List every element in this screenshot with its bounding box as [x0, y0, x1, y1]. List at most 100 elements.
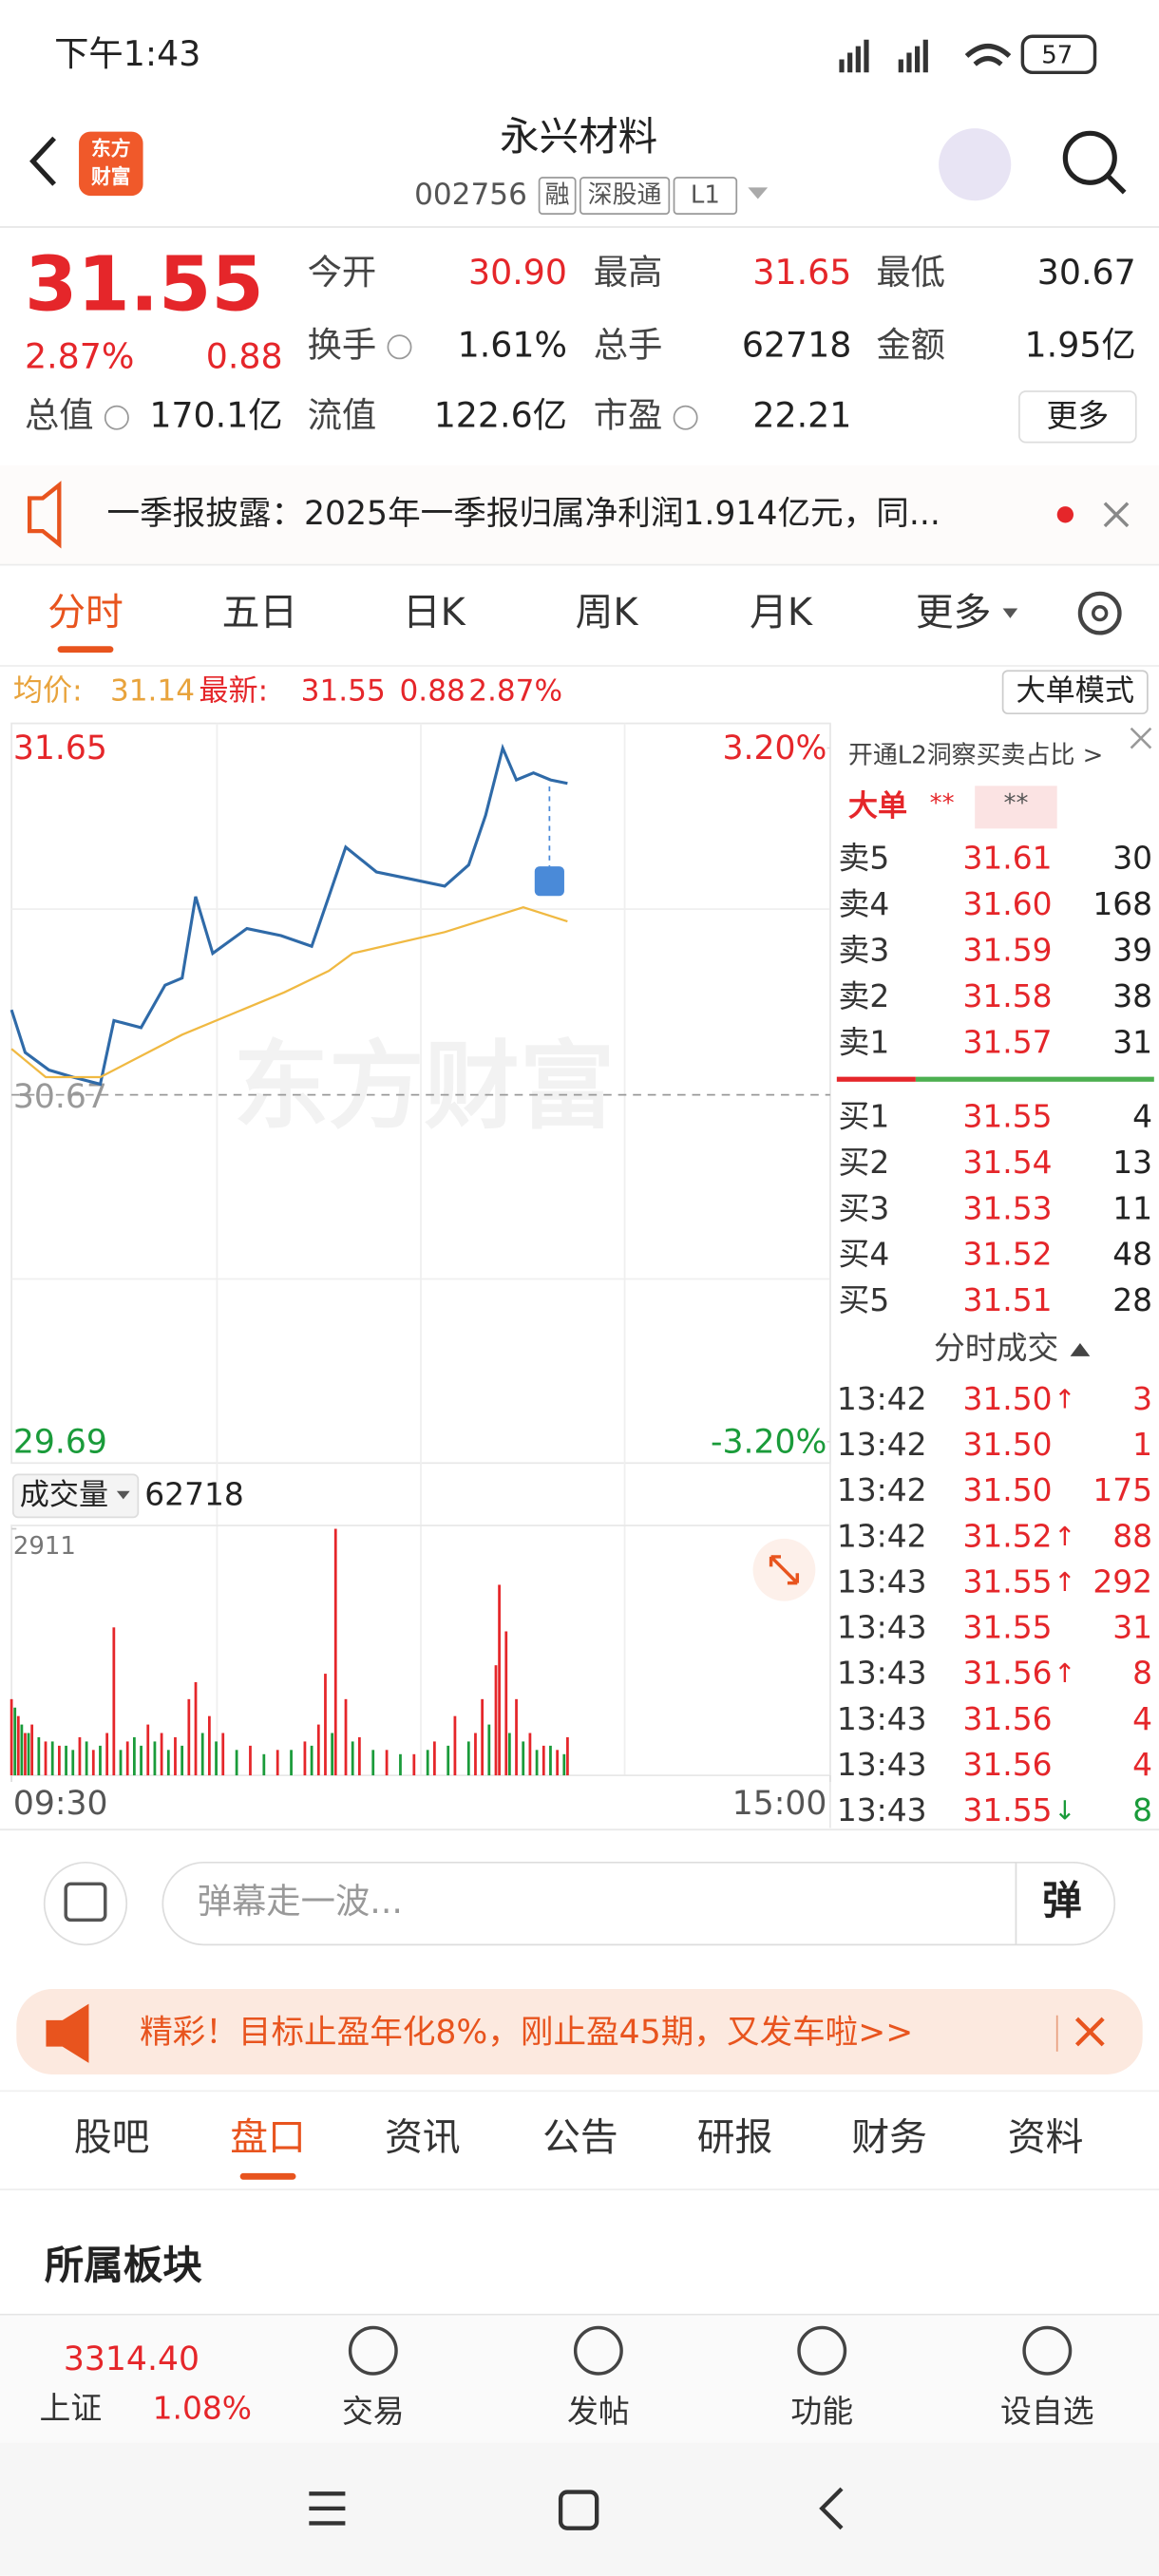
- back-button[interactable]: [29, 136, 57, 186]
- book-level: 卖1: [839, 1024, 890, 1061]
- book-price: 31.58: [962, 977, 1052, 1014]
- field-value: 1.95亿: [1025, 324, 1136, 365]
- chart-tab[interactable]: 月K: [750, 591, 813, 635]
- field-label: 市盈: [594, 395, 663, 436]
- book-level: 卖2: [839, 977, 890, 1014]
- volume-selector[interactable]: [11, 1473, 140, 1519]
- settings-button[interactable]: [1077, 591, 1122, 635]
- volume-bar: [44, 1741, 48, 1776]
- nav-icon[interactable]: [1022, 2325, 1073, 2376]
- stock-name: 永兴材料: [500, 113, 657, 160]
- comment-placeholder[interactable]: 弹幕走一波...: [198, 1881, 403, 1922]
- book-price: 31.61: [962, 840, 1052, 877]
- close-banner[interactable]: [1074, 2017, 1105, 2047]
- notice-bg: [0, 464, 1159, 564]
- section-tab[interactable]: 财务: [851, 2116, 927, 2160]
- field-value: 1.61%: [458, 324, 567, 365]
- mode-button[interactable]: [1001, 670, 1149, 715]
- book-price: 31.54: [962, 1144, 1052, 1181]
- trade-volume: 3: [1132, 1380, 1152, 1417]
- volume-bar: [504, 1631, 508, 1776]
- trades-sort[interactable]: [1070, 1342, 1091, 1356]
- summary-item: 均价:: [13, 674, 83, 709]
- book-price: 31.60: [962, 885, 1052, 922]
- volume-bar: [385, 1750, 389, 1776]
- y-tick-label: 29.69: [13, 1424, 107, 1462]
- battery-level: 57: [1041, 41, 1073, 69]
- more-button[interactable]: [1018, 390, 1137, 444]
- trade-volume: 4: [1132, 1746, 1152, 1783]
- big-order-label: 大单: [848, 789, 907, 824]
- comment-icon-shape: [64, 1882, 107, 1923]
- nav-icon[interactable]: [348, 2325, 398, 2376]
- volume-bar: [432, 1741, 436, 1776]
- search-button[interactable]: [1062, 130, 1117, 185]
- chart-tab[interactable]: 分时: [48, 591, 124, 635]
- volume-label: 成交量: [20, 1478, 108, 1512]
- volume-total: 62718: [144, 1475, 244, 1512]
- trade-direction: ↑: [1054, 1566, 1075, 1598]
- x-tick-label: 15:00: [732, 1785, 827, 1823]
- banner[interactable]: [16, 1989, 1143, 2075]
- trade-price: 31.55: [962, 1563, 1052, 1600]
- volume-bar: [310, 1745, 314, 1776]
- index-value[interactable]: 3314.40: [64, 2340, 200, 2378]
- l2-promo[interactable]: 开通L2洞察买卖占比 >: [848, 742, 1103, 770]
- trade-volume: 8: [1132, 1655, 1152, 1692]
- chart-tab[interactable]: 日K: [403, 591, 466, 635]
- home-key[interactable]: [558, 2490, 599, 2530]
- volume-bar: [357, 1736, 361, 1776]
- comment-icon[interactable]: [43, 1861, 128, 1946]
- nav-icon[interactable]: [797, 2325, 847, 2376]
- info-icon[interactable]: [104, 405, 129, 430]
- chart-tab[interactable]: 五日: [222, 591, 298, 635]
- info-icon[interactable]: [387, 334, 412, 360]
- volume-bar: [351, 1741, 354, 1776]
- nav-label[interactable]: 功能: [790, 2393, 853, 2430]
- volume-bar: [474, 1733, 477, 1776]
- back-key[interactable]: [819, 2487, 844, 2530]
- section-tab[interactable]: 资料: [1008, 2116, 1084, 2160]
- banner-text[interactable]: 精彩！目标止盈年化8%，刚止盈45期，又发车啦>>: [140, 2014, 913, 2052]
- trade-time: 13:43: [837, 1791, 927, 1828]
- nav-label[interactable]: 交易: [342, 2393, 405, 2430]
- volume-bar: [99, 1745, 102, 1776]
- trade-price: 31.50: [962, 1380, 1052, 1417]
- info-icon[interactable]: [673, 405, 698, 430]
- section-tab[interactable]: 资讯: [385, 2116, 461, 2160]
- comment-input[interactable]: [162, 1861, 1116, 1946]
- section-title: 所属板块: [45, 2242, 203, 2288]
- field-value: 30.67: [1037, 252, 1136, 293]
- tag-dropdown[interactable]: [748, 187, 769, 199]
- volume-bar: [50, 1741, 54, 1776]
- summary-item: 31.55: [301, 674, 386, 709]
- section-tab[interactable]: 研报: [697, 2116, 773, 2160]
- trade-time: 13:43: [837, 1700, 927, 1737]
- y2-tick-label: -3.20%: [711, 1424, 826, 1462]
- close-l2[interactable]: [1130, 727, 1152, 749]
- volume-bar: [112, 1627, 116, 1776]
- chart-tab[interactable]: 周K: [576, 591, 639, 635]
- app-logo[interactable]: [79, 131, 143, 197]
- menu-key[interactable]: [309, 2491, 346, 2526]
- nav-icon[interactable]: [573, 2325, 623, 2376]
- volume-bar: [515, 1698, 518, 1776]
- close-notice[interactable]: [1103, 502, 1130, 528]
- volume-bar: [27, 1733, 30, 1776]
- field-label: 流值: [308, 395, 377, 436]
- signal-icon: [839, 39, 928, 73]
- volume-bar: [481, 1698, 484, 1776]
- volume-bar: [498, 1584, 501, 1776]
- nav-label[interactable]: 发帖: [567, 2393, 630, 2430]
- danmaku-button[interactable]: 弹: [1042, 1877, 1082, 1923]
- change-amount: 0.88: [206, 335, 283, 376]
- avatar[interactable]: [939, 128, 1012, 201]
- section-tab[interactable]: 股吧: [74, 2116, 150, 2160]
- volume-bar: [166, 1750, 170, 1776]
- signal-marker[interactable]: [534, 866, 564, 897]
- section-tab[interactable]: 盘口: [230, 2116, 306, 2160]
- section-tab[interactable]: 公告: [542, 2116, 618, 2160]
- chart-tab[interactable]: 更多: [916, 591, 992, 635]
- trade-direction: ↑: [1054, 1521, 1075, 1552]
- nav-label[interactable]: 设自选: [1000, 2393, 1094, 2430]
